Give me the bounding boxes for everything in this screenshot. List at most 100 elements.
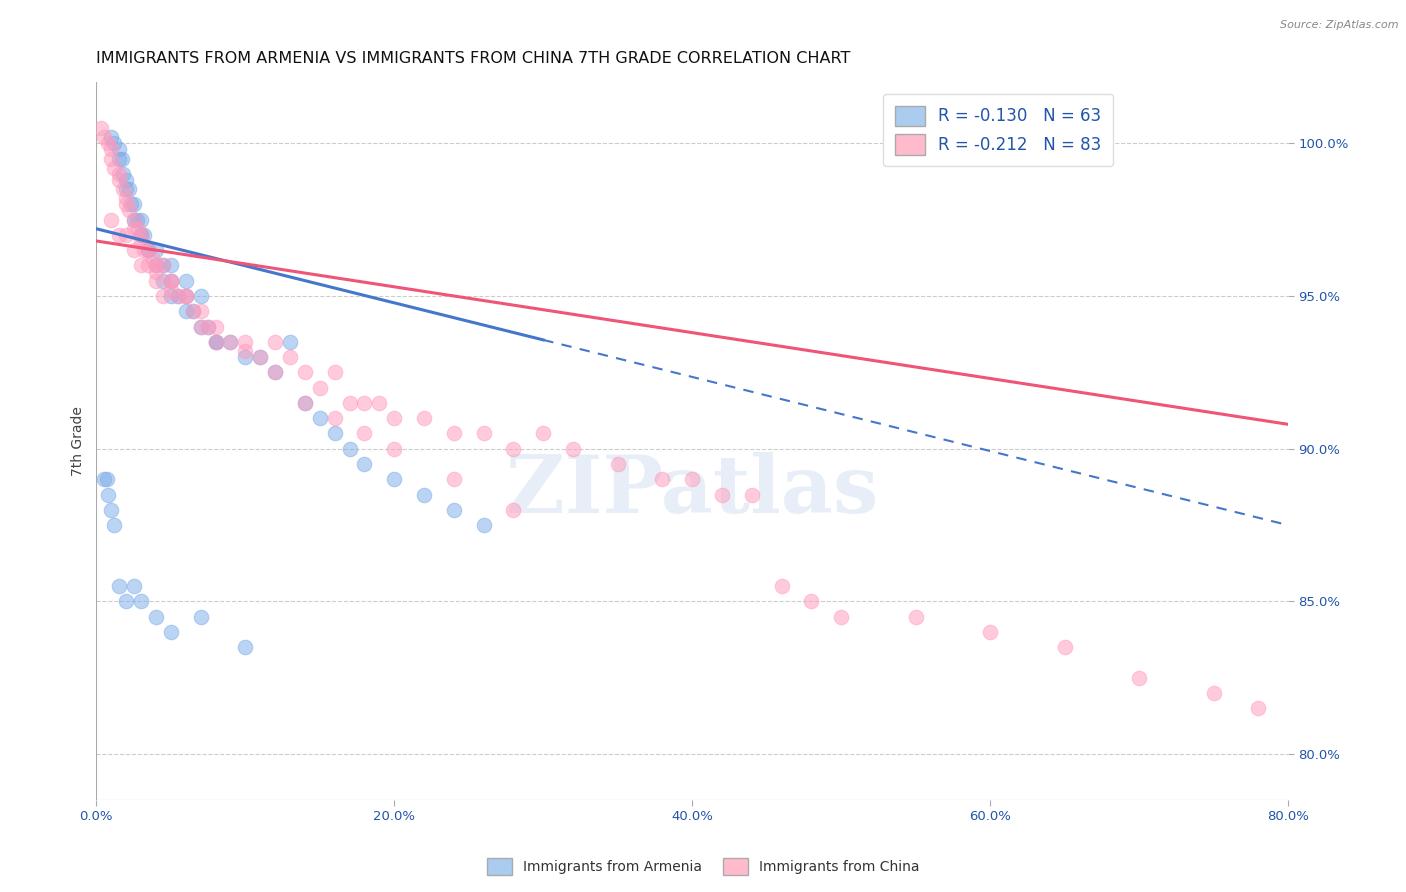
Point	[770, 579, 793, 593]
Point	[323, 365, 346, 379]
Point	[111, 152, 134, 166]
Legend: Immigrants from Armenia, Immigrants from China: Immigrants from Armenia, Immigrants from…	[481, 853, 925, 880]
Point	[129, 594, 152, 608]
Point	[97, 136, 120, 151]
Point	[190, 304, 212, 318]
Point	[138, 243, 160, 257]
Point	[190, 289, 212, 303]
Point	[294, 396, 316, 410]
Point	[1202, 686, 1225, 700]
Point	[174, 304, 197, 318]
Point	[129, 212, 152, 227]
Point	[160, 274, 183, 288]
Point	[413, 411, 436, 425]
Point	[160, 283, 183, 297]
Point	[443, 503, 465, 517]
Point	[264, 365, 287, 379]
Point	[197, 319, 219, 334]
Point	[152, 259, 174, 273]
Point	[368, 396, 391, 410]
Point	[323, 426, 346, 441]
Text: ZIPatlas: ZIPatlas	[506, 452, 879, 531]
Point	[174, 274, 197, 288]
Point	[145, 264, 167, 278]
Point	[152, 274, 174, 288]
Point	[129, 227, 152, 242]
Point	[1247, 701, 1270, 715]
Point	[129, 259, 152, 273]
Point	[160, 625, 183, 640]
Point	[219, 334, 242, 349]
Point	[96, 472, 118, 486]
Text: IMMIGRANTS FROM ARMENIA VS IMMIGRANTS FROM CHINA 7TH GRADE CORRELATION CHART: IMMIGRANTS FROM ARMENIA VS IMMIGRANTS FR…	[97, 51, 851, 66]
Point	[979, 625, 1001, 640]
Point	[120, 197, 142, 211]
Point	[100, 503, 122, 517]
Point	[233, 640, 256, 655]
Point	[152, 259, 174, 273]
Point	[107, 579, 129, 593]
Point	[562, 442, 585, 456]
Point	[115, 173, 138, 187]
Point	[413, 487, 436, 501]
Point	[904, 609, 927, 624]
Point	[204, 334, 226, 349]
Point	[382, 472, 405, 486]
Point	[129, 227, 152, 242]
Point	[100, 152, 122, 166]
Point	[323, 411, 346, 425]
Point	[103, 518, 125, 533]
Point	[152, 289, 174, 303]
Point	[145, 274, 167, 288]
Point	[382, 442, 405, 456]
Point	[127, 221, 149, 235]
Point	[115, 197, 138, 211]
Point	[308, 381, 330, 395]
Point	[122, 197, 145, 211]
Point	[118, 203, 141, 218]
Point	[204, 319, 226, 334]
Text: Source: ZipAtlas.com: Source: ZipAtlas.com	[1281, 20, 1399, 29]
Point	[190, 609, 212, 624]
Point	[112, 167, 135, 181]
Point	[278, 334, 301, 349]
Point	[233, 343, 256, 358]
Point	[1053, 640, 1076, 655]
Point	[353, 426, 375, 441]
Point	[339, 442, 361, 456]
Point	[107, 167, 129, 181]
Point	[115, 227, 138, 242]
Legend: R = -0.130   N = 63, R = -0.212   N = 83: R = -0.130 N = 63, R = -0.212 N = 83	[883, 94, 1114, 167]
Point	[132, 243, 155, 257]
Point	[138, 243, 160, 257]
Point	[160, 289, 183, 303]
Point	[115, 182, 138, 196]
Point	[353, 457, 375, 471]
Point	[531, 426, 554, 441]
Point	[115, 594, 138, 608]
Point	[472, 518, 495, 533]
Point	[233, 334, 256, 349]
Point	[167, 289, 190, 303]
Point	[115, 191, 138, 205]
Point	[249, 350, 271, 364]
Point	[219, 334, 242, 349]
Point	[681, 472, 703, 486]
Point	[160, 274, 183, 288]
Point	[129, 227, 152, 242]
Point	[118, 182, 141, 196]
Point	[125, 212, 148, 227]
Point	[174, 289, 197, 303]
Point	[190, 319, 212, 334]
Point	[107, 173, 129, 187]
Point	[107, 227, 129, 242]
Point	[103, 161, 125, 175]
Point	[294, 396, 316, 410]
Point	[233, 350, 256, 364]
Point	[382, 411, 405, 425]
Point	[353, 396, 375, 410]
Point	[711, 487, 734, 501]
Y-axis label: 7th Grade: 7th Grade	[72, 406, 86, 476]
Point	[443, 472, 465, 486]
Point	[103, 136, 125, 151]
